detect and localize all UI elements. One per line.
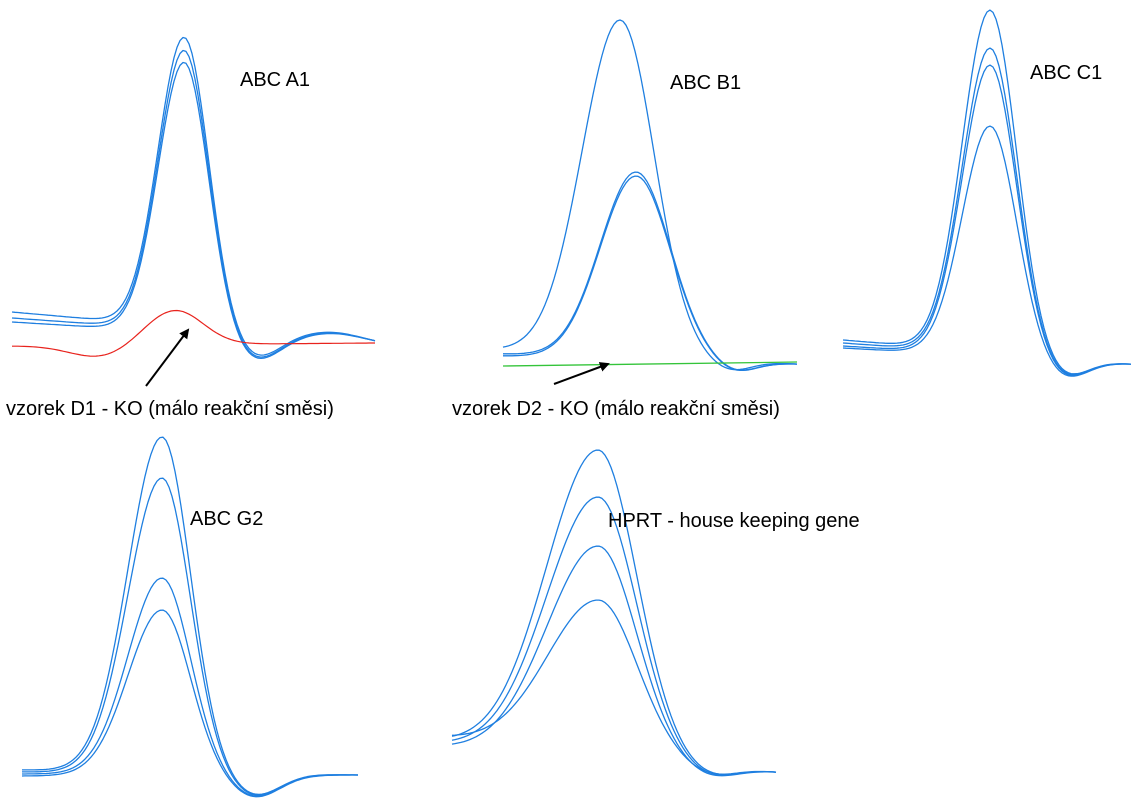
curve-a1-1 (11, 36, 376, 356)
curve-b1-3 (503, 175, 798, 372)
curve-a1-3 (11, 61, 376, 360)
arrow-d1 (145, 328, 190, 387)
curve-a1-2 (11, 49, 376, 358)
arrows-group (145, 328, 610, 387)
curve-hprt-2 (451, 496, 777, 776)
curve-hprt-4 (451, 599, 777, 775)
curve-hprt-3 (451, 545, 777, 777)
curve-b1-2 (503, 171, 798, 371)
arrow-d2 (553, 362, 610, 385)
note-d2: vzorek D2 - KO (málo reakční směsi) (452, 398, 780, 420)
panels-group (11, 9, 1132, 798)
label-abc-a1: ABC A1 (240, 69, 311, 91)
curve-g2-4 (21, 609, 358, 798)
label-abc-c1: ABC C1 (1030, 62, 1103, 84)
curve-b1-1 (502, 19, 798, 371)
note-d1: vzorek D1 - KO (málo reakční směsi) (6, 398, 334, 420)
label-abc-g2: ABC G2 (190, 508, 264, 530)
curve-c1-4 (842, 125, 1131, 377)
curve-c1-3 (842, 64, 1132, 376)
curve-d1-failed (12, 309, 375, 357)
curve-c1-2 (842, 47, 1132, 376)
curve-g2-1 (22, 436, 359, 796)
label-abc-b1: ABC B1 (670, 72, 742, 94)
curve-d2-failed (502, 361, 798, 367)
label-hprt: HPRT - house keeping gene (608, 510, 860, 532)
